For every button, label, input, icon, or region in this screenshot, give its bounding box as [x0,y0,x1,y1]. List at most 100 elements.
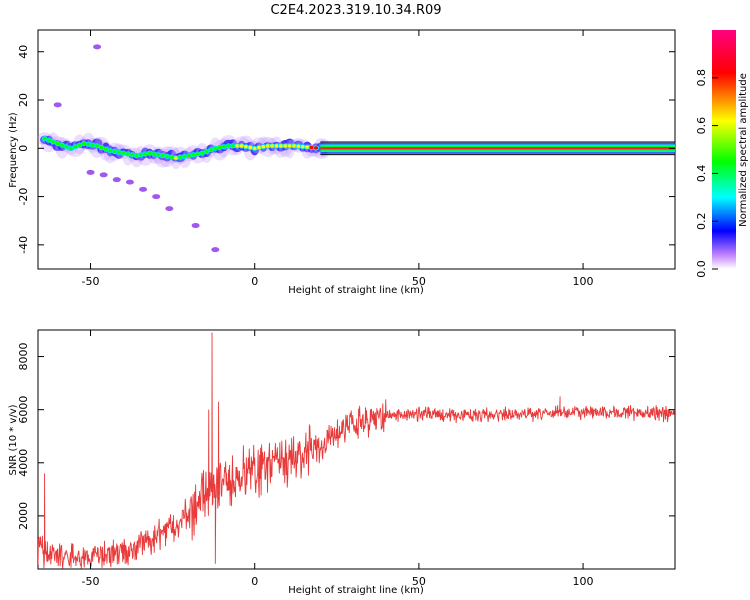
heatmap-scatter-point [152,194,161,200]
snr-x-ticks: -50 0 50 100 [82,330,594,588]
heatmap-ridge-core [116,150,121,154]
heatmap-ridge-core [305,145,310,149]
heatmap-ridge-core [108,149,113,153]
heatmap-ridge-core [42,137,47,141]
snr-y-tick-label: 2000 [17,502,30,530]
heatmap-y-tick-label: 0 [17,145,30,152]
snr-frame [37,329,676,570]
heatmap-ridge-core [292,144,297,148]
snr-x-tick-label: 100 [573,575,594,588]
heatmap-x-tick-label: 0 [251,275,258,288]
snr-x-tick-label: 0 [251,575,258,588]
heatmap-y-tick-label: -20 [17,188,30,206]
heatmap-y-tick-label: 20 [17,93,30,107]
heatmap-ridge-core [95,144,100,148]
heatmap-ridge-core [252,146,257,150]
heatmap-ridge-core [187,153,192,158]
snr-y-tick-label: 8000 [17,343,30,371]
heatmap-ridge-core [314,146,319,150]
heatmap-ridge-core [222,145,227,149]
heatmap-scatter-point [139,186,148,192]
heatmap-ridge-core [138,153,143,157]
heatmap-x-tick-label: -50 [82,275,100,288]
heatmap-ridge-core [160,153,165,158]
colorbar-gradient [712,30,736,269]
heatmap-x-tick-label: 50 [412,275,426,288]
heatmap-ridge-core [195,152,200,156]
heatmap-ridge-core [217,145,222,150]
colorbar-ticks: 0.0 0.2 0.4 0.6 0.8 [695,69,718,278]
figure-title: C2E4.2023.319.10.34.R09 [270,3,441,18]
heatmap-ridge-core [274,144,279,148]
colorbar-tick-label: 0.2 [695,212,708,230]
heatmap-ridge-core [103,147,108,151]
heatmap-ridge-core [130,153,135,157]
heatmap-y-tick-label: 40 [17,45,30,59]
heatmap-ridge-core [125,152,130,156]
heatmap-ridge-core [90,143,95,147]
heatmap-ridge-core [51,140,56,144]
snr-series-line [38,332,675,569]
heatmap-scatter-point [93,44,102,50]
heatmap-scatter-point [86,169,95,175]
heatmap-ridge-core [200,151,205,155]
heatmap-scatter-point [99,172,108,178]
heatmap-ridge-core [204,149,209,154]
heatmap-scatter-point [112,177,121,183]
colorbar-tick-label: 0.6 [695,117,708,135]
heatmap-scatter-point [191,223,200,229]
heatmap-ridge-core [81,141,86,146]
heatmap-x-ticks: -50 0 50 100 [82,30,594,288]
snr-x-axis-label: Height of straight line (km) [288,585,424,596]
colorbar-tick-label: 0.4 [695,165,708,183]
heatmap-ridge-core [121,151,126,155]
heatmap-ridge-core [257,145,262,150]
heatmap-scatter-point [211,247,220,253]
colorbar-tick-label: 0.0 [695,260,708,278]
heatmap-ridge-core [239,144,244,148]
snr-y-ticks: 2000 4000 6000 8000 [17,343,675,530]
heatmap-ridge-core [156,153,161,157]
snr-y-axis-label: SNR (10 * v/v) [8,404,19,475]
heatmap-scatter-point [125,179,134,185]
snr-x-tick-label: 50 [412,575,426,588]
heatmap-ridge-core [86,142,91,146]
heatmap-ridge-core [270,144,275,148]
snr-y-tick-label: 6000 [17,396,30,424]
heatmap-y-tick-label: -40 [17,236,30,254]
heatmap-ridge-core [152,152,157,156]
heatmap-ridge-core [68,146,73,150]
heatmap-ridge-core [191,153,196,157]
heatmap-x-tick-label: 100 [573,275,594,288]
heatmap-ridge-core [287,144,292,148]
heatmap-ridge-core [77,143,82,147]
heatmap-x-axis-label: Height of straight line (km) [288,285,424,296]
heatmap-ridge-core [182,154,187,158]
colorbar-label: Normalized spectral amplitude [738,73,749,227]
heatmap-ridge-core [248,145,253,150]
heatmap-scatter-point [165,206,174,212]
heatmap-ridge-core [300,145,305,149]
heatmap-ridge-core [73,145,78,149]
heatmap-ridge-core [99,145,104,150]
heatmap-panel: -50 0 50 100 -40 -20 0 20 40 Height of straight… [8,29,676,296]
heatmap-ridge-core [230,144,235,148]
heatmap-ridge-core [134,153,139,158]
heatmap-ridge-core [265,144,270,148]
snr-y-tick-label: 4000 [17,449,30,477]
heatmap-ridge-core [147,151,152,155]
heatmap-ridge-core [278,144,283,148]
heatmap-ridge-core [143,152,148,156]
colorbar-tick-label: 0.8 [695,69,708,87]
heatmap-marks [38,44,675,253]
heatmap-ridge-core [208,148,213,152]
heatmap-ridge-core [283,144,288,148]
heatmap-y-axis-label: Frequency (Hz) [8,112,19,188]
snr-panel: -50 0 50 100 2000 4000 6000 8000 Height of str… [8,329,676,596]
heatmap-scatter-point [53,102,62,108]
heatmap-ridge-core [173,156,178,160]
heatmap-ridge-core [64,145,69,149]
heatmap-ridge-core [296,144,301,148]
heatmap-ridge-core [309,145,314,150]
